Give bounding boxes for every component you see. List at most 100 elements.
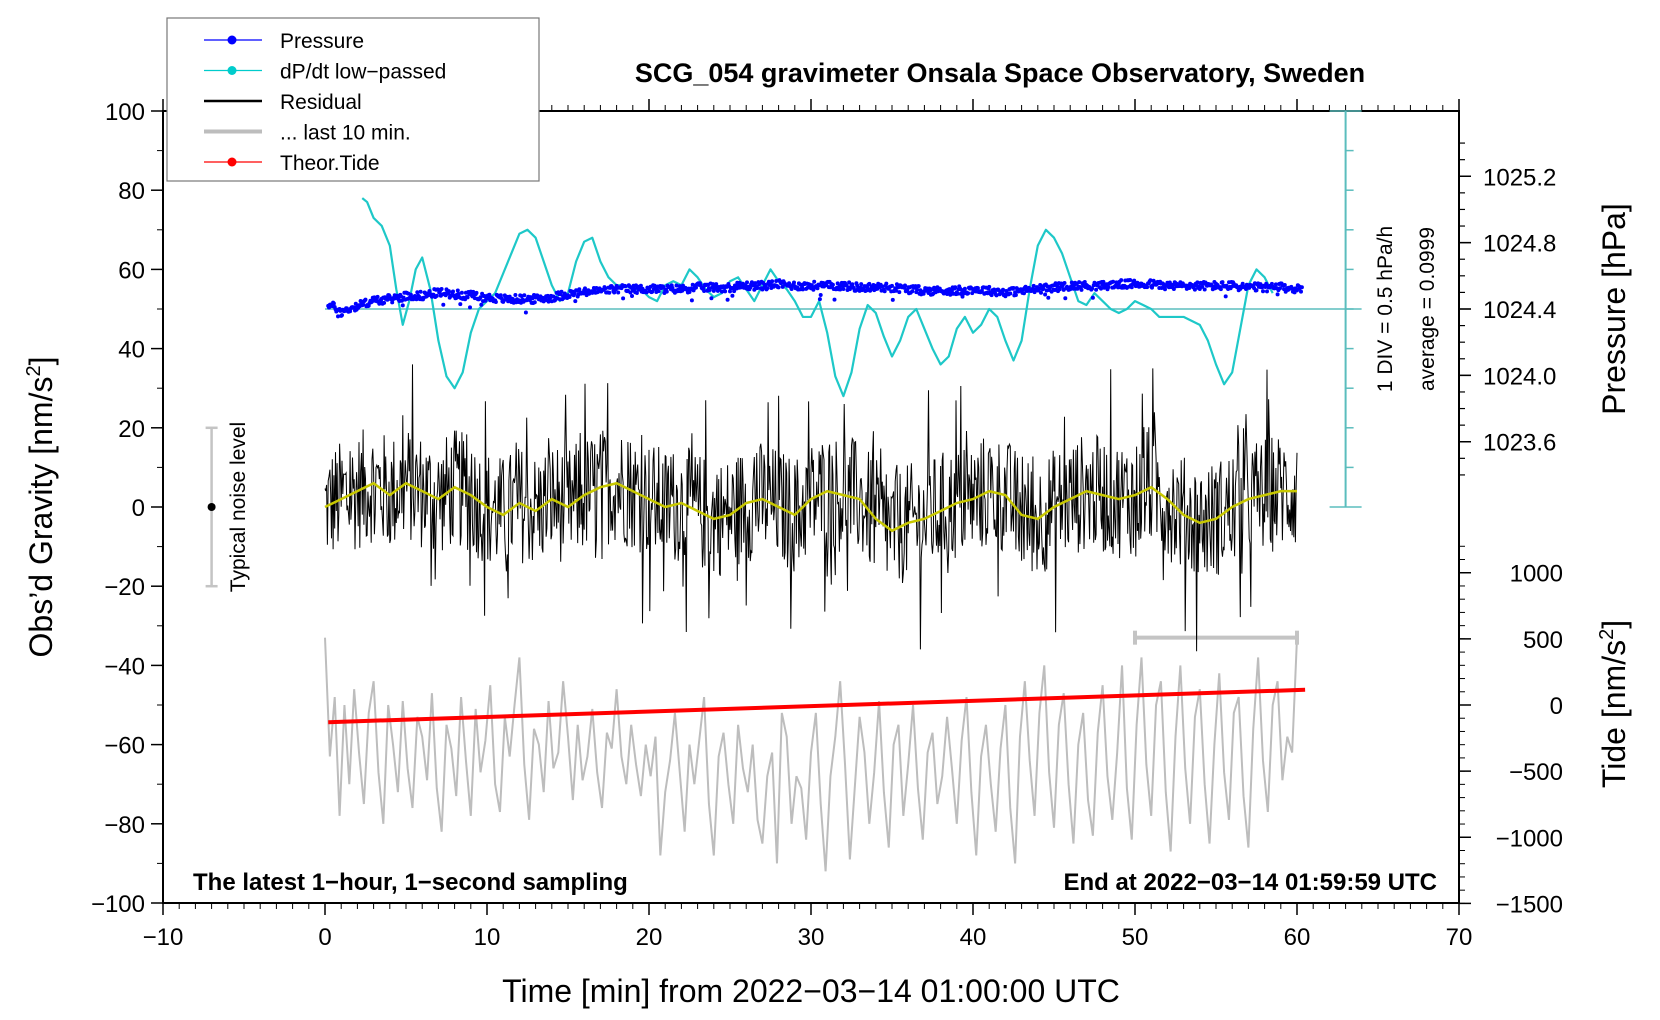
pressure-point <box>530 296 535 301</box>
y-tick-label: 100 <box>105 99 145 126</box>
y-tick-label: 40 <box>118 337 145 364</box>
pressure-point <box>1031 283 1036 288</box>
pressure-tick-label: 1024.0 <box>1483 363 1556 390</box>
legend-swatch-marker <box>227 157 237 167</box>
legend-label: ... last 10 min. <box>280 122 411 145</box>
pressure-point <box>776 285 781 290</box>
pressure-point <box>732 289 737 294</box>
tide-tick-label: 0 <box>1550 693 1563 720</box>
pressure-point <box>399 298 404 303</box>
pressure-point <box>1299 289 1303 294</box>
y-tick-label: 60 <box>118 257 145 284</box>
pressure-point <box>414 297 419 302</box>
pressure-point <box>1128 278 1133 282</box>
pressure-point <box>916 284 921 289</box>
pressure-point <box>634 291 639 295</box>
legend-item: dP/dt low−passed <box>204 61 446 84</box>
pressure-point <box>1171 287 1176 291</box>
x-tick-label: 60 <box>1284 924 1311 951</box>
pressure-point <box>730 293 735 298</box>
pressure-point <box>382 300 387 305</box>
y-axis-title-main: Obs’d Gravity [nm/s <box>23 377 59 658</box>
pressure-point <box>1079 287 1084 292</box>
tide-tick-label: −500 <box>1509 759 1563 786</box>
pressure-point <box>1041 286 1046 291</box>
y-tick-label: 80 <box>118 178 145 205</box>
pressure-point <box>989 293 994 298</box>
end-time-note: End at 2022−03−14 01:59:59 UTC <box>1063 869 1437 896</box>
pressure-point <box>817 297 822 302</box>
x-tick-label: 50 <box>1122 924 1149 951</box>
dpdt-scale-axis <box>325 110 1362 508</box>
y-tick-label: −20 <box>104 574 145 601</box>
pressure-point <box>439 287 444 291</box>
pressure-point <box>884 281 889 286</box>
pressure-point <box>513 293 518 297</box>
residual-line <box>324 364 1298 652</box>
pressure-point <box>903 283 907 288</box>
pressure-point <box>835 281 840 286</box>
pressure-point <box>1163 287 1167 292</box>
pressure-tick-label: 1024.8 <box>1483 231 1556 258</box>
pressure-point <box>702 289 707 293</box>
pressure-point <box>753 281 758 286</box>
pressure-point <box>855 283 860 288</box>
pressure-point <box>745 280 749 285</box>
pressure-point <box>1254 288 1259 293</box>
pressure-point <box>493 300 498 304</box>
pressure-point <box>441 302 446 307</box>
pressure-point <box>532 300 537 305</box>
pressure-point <box>1278 286 1282 291</box>
pressure-point <box>841 287 846 291</box>
y-tick-label: −60 <box>104 733 145 760</box>
pressure-point <box>400 303 405 308</box>
pressure-point <box>1046 295 1051 300</box>
pressure-point <box>1013 293 1018 297</box>
x-tick-label: −10 <box>143 924 184 951</box>
pressure-point <box>455 288 460 293</box>
pressure-point <box>847 280 852 285</box>
pressure-point <box>1192 287 1197 292</box>
pressure-point <box>623 284 628 289</box>
pressure-point <box>1099 286 1103 291</box>
pressure-point <box>897 290 902 295</box>
pressure-point <box>459 290 464 295</box>
pressure-point <box>1148 278 1153 283</box>
pressure-point <box>949 288 954 293</box>
legend-swatch-marker <box>227 35 237 45</box>
y-tick-label: 0 <box>132 495 145 522</box>
noise-level-label: Typical noise level <box>227 422 250 592</box>
pressure-point <box>707 288 712 292</box>
pressure-point <box>960 294 965 299</box>
pressure-point <box>434 293 439 298</box>
pressure-point <box>1094 287 1099 292</box>
pressure-point <box>818 293 823 297</box>
legend-item: ... last 10 min. <box>204 122 411 145</box>
pressure-point <box>567 295 572 299</box>
legend: Pressure dP/dt low−passed Residual ... last… <box>166 17 540 182</box>
y-tick-label: 20 <box>118 416 145 443</box>
tide-line <box>328 687 1306 725</box>
x-axis-title: Time [min] from 2022−03−14 01:00:00 UTC <box>502 973 1120 1009</box>
dpdt-average-label: average = 0.0999 <box>1416 227 1439 391</box>
pressure-point <box>787 281 792 286</box>
pressure-tick-label: 1025.2 <box>1483 164 1556 191</box>
legend-box <box>166 17 540 182</box>
pressure-point <box>1062 281 1067 285</box>
pressure-point <box>674 283 679 288</box>
pressure-point <box>375 294 380 299</box>
x-tick-label: 70 <box>1446 924 1473 951</box>
pressure-point <box>979 288 984 293</box>
legend-label: Theor.Tide <box>280 152 380 175</box>
x-tick-label: 20 <box>636 924 663 951</box>
pressure-point <box>910 289 915 294</box>
tide-axis-title-main: Tide [nm/s <box>1596 640 1632 788</box>
pressure-point <box>832 297 837 302</box>
pressure-point <box>838 287 843 292</box>
last-10-min-line <box>324 637 1298 872</box>
legend-label: dP/dt low−passed <box>280 61 446 84</box>
pressure-points <box>326 278 1304 319</box>
pressure-point <box>456 291 461 296</box>
pressure-point <box>1275 292 1280 297</box>
tide-tick-label: 1000 <box>1510 561 1563 588</box>
